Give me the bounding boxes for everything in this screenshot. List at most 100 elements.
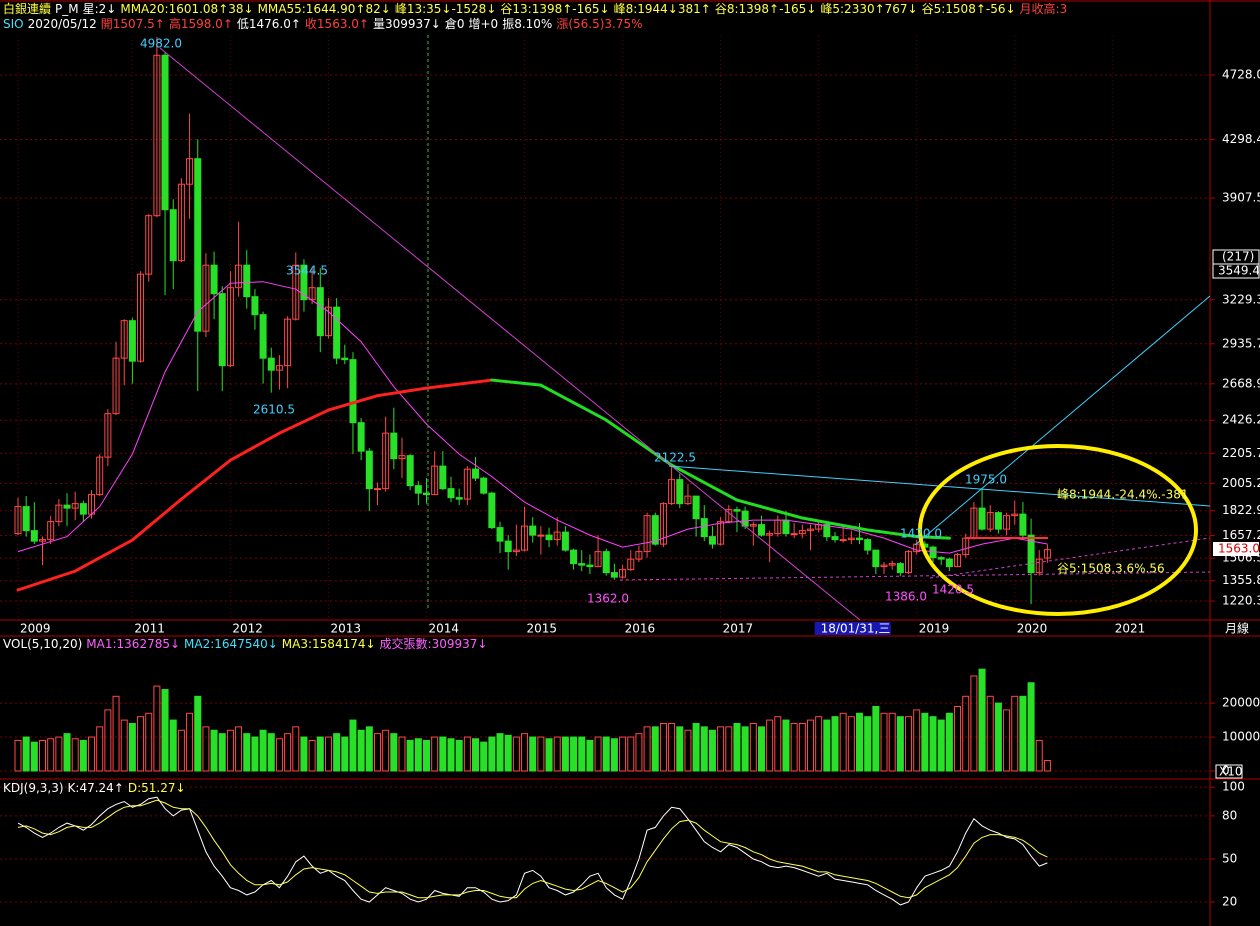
ma-line-segment <box>326 394 379 412</box>
ma-line-segment <box>490 378 543 387</box>
ma-line-segment <box>735 498 804 520</box>
candle-body <box>22 506 30 532</box>
header-text: 谷8:1398↑-165↓ <box>714 2 817 16</box>
volume-bar <box>725 726 733 772</box>
candle-body <box>349 359 357 424</box>
candle-body <box>333 306 341 359</box>
ma-line-segment <box>375 386 428 398</box>
header-text: 星:2↓ <box>82 2 117 16</box>
volume-bar <box>210 729 218 772</box>
ma-line-segment <box>539 383 608 422</box>
candle-body <box>251 296 259 316</box>
candle-body <box>1011 513 1019 517</box>
header-text: P_M <box>55 2 79 16</box>
candle-body <box>659 503 667 545</box>
y-tick-label: 1355.8 <box>1222 573 1260 587</box>
volume-bar <box>96 726 104 772</box>
volume-bar <box>316 736 324 772</box>
y-tick-label: 20 <box>1222 895 1237 909</box>
volume-bar <box>749 722 757 772</box>
candle-body <box>823 524 831 538</box>
candle-body <box>553 531 561 541</box>
volume-bar <box>488 736 496 772</box>
candle-body <box>1035 558 1043 574</box>
candle-body <box>39 539 47 542</box>
candle-body <box>529 525 537 536</box>
right-label: 3549.4 <box>1218 264 1260 278</box>
volume-bar <box>774 716 782 772</box>
x-tick-label: 2013 <box>330 622 361 636</box>
volume-bar <box>447 738 455 772</box>
volume-bar <box>970 675 978 772</box>
volume-bar <box>472 738 480 772</box>
header-text: 漲(56.5)3.75% <box>556 17 643 31</box>
y-tick-label: 50 <box>1222 851 1237 865</box>
panel-title: VOL(5,10,20) <box>3 637 83 651</box>
y-tick-label: 80 <box>1222 808 1237 822</box>
volume-bar <box>243 733 251 772</box>
y-tick-label: 1220.3 <box>1222 594 1260 608</box>
candle-body <box>324 306 332 337</box>
candle-body <box>635 551 643 560</box>
candle-body <box>717 521 725 545</box>
kdj-line <box>17 796 1048 906</box>
volume-bar <box>806 719 814 772</box>
candle-body <box>1027 534 1035 574</box>
volume-bar <box>431 736 439 772</box>
price-annotation: 4982.0 <box>140 37 182 51</box>
candle-body <box>831 536 839 541</box>
candle-body <box>757 524 765 536</box>
candle-body <box>308 287 316 301</box>
header-text: 量309937↓ <box>372 17 441 31</box>
volume-bar <box>22 736 30 772</box>
volume-bar <box>504 734 512 772</box>
volume-bar <box>741 726 749 772</box>
volume-bar <box>390 733 398 772</box>
legend-entry: MMA55:1644.90↑82↓ <box>257 2 391 16</box>
volume-bar <box>1035 739 1043 772</box>
panel-label: 成交張數:309937↓ <box>379 637 488 651</box>
volume-bar <box>643 726 651 772</box>
volume-bar <box>251 736 259 772</box>
ma-line-segment <box>670 463 739 502</box>
volume-bar <box>798 722 806 772</box>
volume-bar <box>700 726 708 772</box>
candle-body <box>684 495 692 505</box>
volume-bar <box>537 736 545 772</box>
candle-body <box>847 537 855 541</box>
volume-bar <box>382 729 390 772</box>
price-annotation: 3544.5 <box>286 264 328 278</box>
header-text: 倉0 <box>444 17 465 31</box>
volume-bar <box>831 716 839 772</box>
volume-bar <box>267 733 275 772</box>
y-tick-label: 1657.2 <box>1222 528 1260 542</box>
candle-body <box>145 215 153 275</box>
candle-body <box>627 558 635 571</box>
candle-body <box>226 287 234 367</box>
volume-bar <box>104 709 112 772</box>
volume-bar <box>561 736 569 772</box>
unit-label: X10 <box>1219 765 1243 779</box>
candle-body <box>71 503 79 509</box>
volume-bar <box>823 719 831 772</box>
price-annotation: 峰8:1944.-24.4%.-381 <box>1057 488 1189 502</box>
volume-bar <box>790 722 798 772</box>
header-text: 增+0 <box>468 17 499 31</box>
trend-line <box>159 47 861 621</box>
ma-line-segment <box>277 408 330 435</box>
volume-bar <box>553 736 561 772</box>
volume-bar <box>414 738 422 772</box>
volume-bar <box>692 722 700 772</box>
candle-body <box>880 564 888 568</box>
candle-body <box>1043 549 1051 559</box>
candle-body <box>749 524 757 527</box>
candle-body <box>896 563 904 574</box>
x-tick-label: 2012 <box>232 622 263 636</box>
price-annotation: 2122.5 <box>654 451 696 465</box>
candle-body <box>431 465 439 496</box>
candle-body <box>856 537 864 541</box>
candle-body <box>472 468 480 479</box>
volume-bar <box>905 716 913 772</box>
legend-entry: MMA20:1601.08↑38↓ <box>120 2 254 16</box>
